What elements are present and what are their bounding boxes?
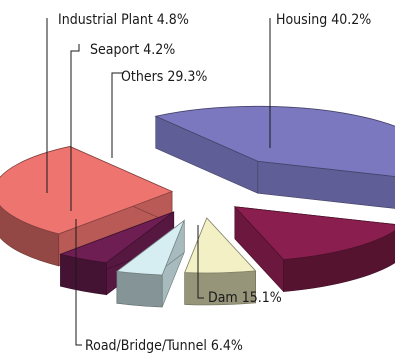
slice-housing-top [154, 105, 395, 177]
leader-lines [46, 18, 271, 346]
slice-labels: Industrial Plant 4.8% Housing 40.2% Seap… [58, 12, 371, 354]
slice-seaport-rim-0 [116, 271, 163, 308]
slice-industrial-plant [59, 211, 175, 296]
label-road-bridge-tunnel: Road/Bridge/Tunnel 6.4% [85, 338, 243, 354]
label-others: Others 29.3% [121, 69, 207, 85]
pie-slices [0, 105, 395, 308]
leader-road-bridge-tunnel [75, 219, 82, 346]
slice-housing [154, 105, 395, 209]
label-housing: Housing 40.2% [276, 12, 371, 28]
slice-road-bridge-tunnel-top [184, 217, 257, 274]
slice-dam-top [233, 206, 395, 261]
slice-road-bridge-tunnel [184, 217, 257, 306]
slice-others-top [0, 146, 174, 235]
label-seaport: Seaport 4.2% [90, 42, 175, 58]
label-dam: Dam 15.1% [208, 290, 282, 306]
slice-seaport-top [115, 219, 186, 276]
slice-industrial-plant-top [59, 211, 175, 264]
leader-seaport [70, 44, 80, 211]
slice-others [0, 145, 174, 267]
slice-seaport [115, 219, 186, 308]
leader-others [111, 72, 124, 158]
leader-dam [197, 225, 204, 299]
label-industrial-plant: Industrial Plant 4.8% [58, 12, 189, 28]
slice-dam [233, 205, 395, 293]
